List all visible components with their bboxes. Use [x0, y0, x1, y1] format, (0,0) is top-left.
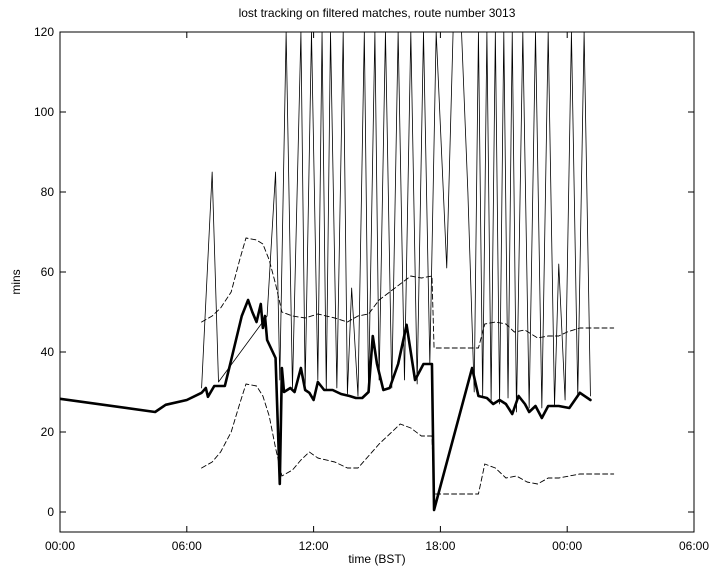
- x-tick-label: 06:00: [679, 539, 709, 553]
- chart-title: lost tracking on filtered matches, route…: [239, 6, 516, 20]
- x-tick-label: 06:00: [172, 539, 202, 553]
- series-line-thin-2: [201, 32, 591, 413]
- y-tick-label: 120: [34, 25, 54, 39]
- x-tick-label: 00:00: [552, 539, 582, 553]
- y-tick-label: 40: [41, 345, 55, 359]
- y-tick-label: 20: [41, 425, 55, 439]
- x-axis-title: time (BST): [348, 552, 405, 566]
- plot-area: [60, 32, 694, 532]
- series-line-dashed-3: [201, 237, 615, 349]
- x-tick-label: 00:00: [45, 539, 75, 553]
- plot-frame: [59, 31, 695, 533]
- y-axis-title: mins: [9, 269, 23, 294]
- y-tick-label: 80: [41, 185, 55, 199]
- series-line-dashed-4: [201, 383, 615, 495]
- x-tick-label: 12:00: [299, 539, 329, 553]
- y-tick-label: 100: [34, 105, 54, 119]
- x-tick-label: 18:00: [425, 539, 455, 553]
- y-tick-label: 0: [47, 505, 54, 519]
- series-line-thick-1: [60, 298, 592, 512]
- y-tick-label: 60: [41, 265, 55, 279]
